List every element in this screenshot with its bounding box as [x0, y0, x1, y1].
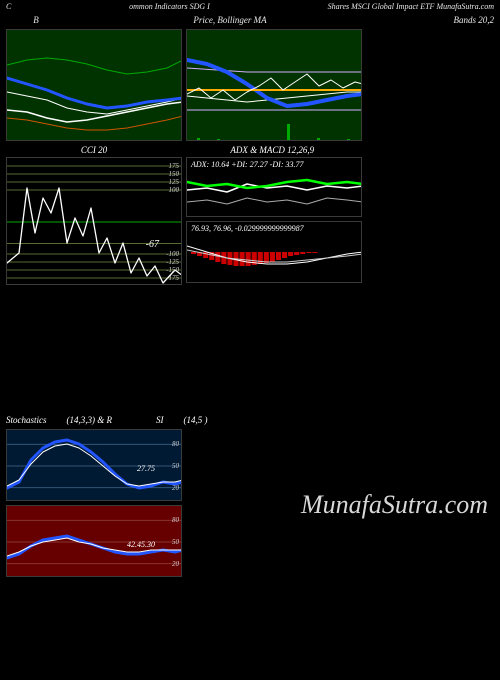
- title-right: Bands 20,2: [394, 15, 494, 25]
- header-row: C ommon Indicators SDG I Shares MSCI Glo…: [0, 0, 500, 13]
- panel-adx: ADX: 10.64 +DI: 27.27 -DI: 33.77: [186, 157, 362, 217]
- cci-title: CCI 20: [6, 145, 182, 155]
- stoch-title-mid: (14,3,3) & R: [67, 415, 113, 425]
- row-3: 80502027.75: [0, 429, 500, 505]
- row-4: 80502042.45.30: [0, 505, 500, 581]
- header-center: ommon Indicators SDG I: [129, 2, 210, 11]
- panel-b: [6, 29, 182, 141]
- stoch-title-row: Stochastics (14,3,3) & R SI (14,5 ): [0, 415, 500, 429]
- adx-title: ADX & MACD 12,26,9: [184, 145, 360, 155]
- row-1: [0, 29, 500, 145]
- panel-macd: 76.93, 76.96, -0.029999999999987: [186, 221, 362, 283]
- panel-stoch: 80502027.75: [6, 429, 182, 501]
- stoch-title-center: SI: [156, 415, 164, 425]
- panel-cci: 175150125100-100-125-150-175-67: [6, 157, 182, 285]
- header-right: Shares MSCI Global Impact ETF MunafaSutr…: [328, 2, 494, 11]
- title-row: B Price, Bollinger MA Bands 20,2: [0, 13, 500, 29]
- row-2: 175150125100-100-125-150-175-67 ADX: 10.…: [0, 157, 500, 289]
- title-left: B: [6, 15, 66, 25]
- panel-rsi: 80502042.45.30: [6, 505, 182, 577]
- panel-price: [186, 29, 362, 141]
- stoch-title-right: (14,5 ): [184, 415, 208, 425]
- title-center: Price, Bollinger MA: [66, 15, 394, 25]
- header-left: C: [6, 2, 11, 11]
- stoch-title-left: Stochastics: [6, 415, 47, 425]
